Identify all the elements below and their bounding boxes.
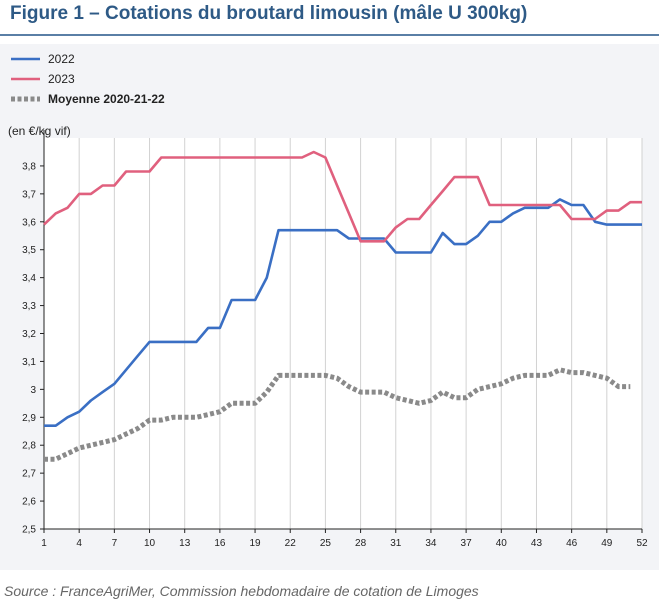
x-tick-label: 49: [601, 538, 613, 549]
title-divider: [0, 34, 659, 36]
y-tick-label: 3,5: [22, 245, 36, 256]
x-tick-label: 4: [76, 538, 82, 549]
y-tick-label: 3,4: [22, 273, 36, 284]
chart-title: Figure 1 – Cotations du broutard limousi…: [10, 3, 528, 24]
y-tick-label: 3: [30, 385, 36, 396]
grid-lines: [43, 138, 643, 529]
y-tick-label: 2,9: [22, 413, 36, 424]
x-tick-label: 10: [144, 538, 156, 549]
y-tick-label: 2,7: [22, 469, 36, 480]
x-tick-label: 22: [285, 538, 297, 549]
y-tick-label: 3,2: [22, 329, 36, 340]
x-axis-ticks: 1 4 7 10 13 16 19 22 25 28 31 34 37 40 43 46 49 52: [41, 529, 648, 549]
y-tick-label: 2,8: [22, 441, 36, 452]
series-lines: [43, 150, 642, 462]
x-tick-label: 34: [425, 538, 437, 549]
x-tick-label: 13: [179, 538, 191, 549]
x-tick-label: 37: [461, 538, 473, 549]
chart-legend: 2022 2023 Moyenne 2020-21-22: [11, 52, 165, 106]
legend-label: 2022: [48, 52, 75, 66]
x-tick-label: 19: [249, 538, 261, 549]
plot-area: [44, 138, 642, 529]
series-line-moyenne-2020-21-22: [44, 367, 631, 462]
x-tick-label: 16: [214, 538, 226, 549]
legend-label: Moyenne 2020-21-22: [48, 92, 165, 106]
x-tick-label: 7: [112, 538, 118, 549]
y-tick-label: 2,5: [22, 525, 36, 536]
axes: [43, 130, 642, 530]
x-tick-label: 40: [496, 538, 508, 549]
x-tick-label: 1: [41, 538, 47, 549]
y-axis-label: (en €/kg vif): [8, 124, 71, 138]
y-axis-ticks: 2,5 2,6 2,7 2,8 2,9 3 3,1 3,2 3,3 3,4 3,5 3,6 3,7 3,8: [22, 161, 44, 536]
x-tick-label: 52: [636, 538, 648, 549]
y-tick-label: 3,6: [22, 217, 36, 228]
y-tick-label: 3,1: [22, 357, 36, 368]
x-tick-label: 31: [390, 538, 402, 549]
y-tick-label: 3,7: [22, 189, 36, 200]
legend-label: 2023: [48, 72, 75, 86]
y-tick-label: 2,6: [22, 497, 36, 508]
y-tick-label: 3,3: [22, 301, 36, 312]
y-tick-label: 3,8: [22, 161, 36, 172]
source-note: Source : FranceAgriMer, Commission hebdo…: [4, 583, 479, 599]
series-line-2023: [43, 150, 642, 243]
x-tick-label: 43: [531, 538, 543, 549]
series-line-2022: [44, 198, 642, 428]
line-chart: 2022 2023 Moyenne 2020-21-22 (en €/kg vif)…: [8, 52, 648, 549]
x-tick-label: 25: [320, 538, 332, 549]
x-tick-label: 28: [355, 538, 367, 549]
x-tick-label: 46: [566, 538, 578, 549]
